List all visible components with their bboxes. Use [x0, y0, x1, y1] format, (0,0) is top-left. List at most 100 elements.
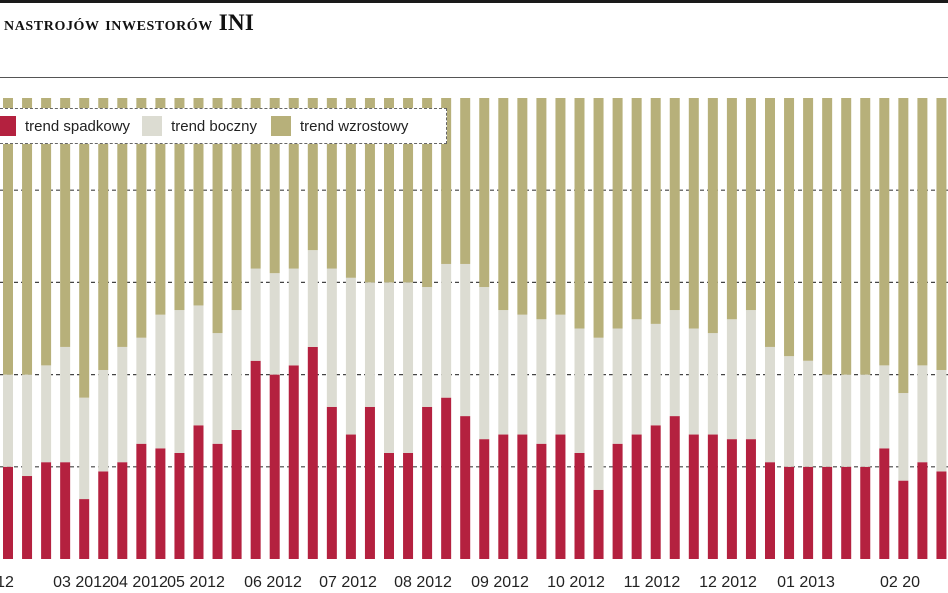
bar-segment-spadkowy	[231, 429, 242, 559]
bar-segment-wzrostowy	[22, 98, 33, 375]
bar-segment-wzrostowy	[879, 98, 890, 366]
bar-segment-spadkowy	[917, 462, 928, 559]
bar-segment-spadkowy	[479, 439, 490, 559]
title-rule	[0, 77, 948, 78]
bar-segment-wzrostowy	[3, 98, 13, 375]
bar-segment-spadkowy	[803, 466, 814, 559]
bar-segment-boczny	[174, 310, 185, 453]
bar-segment-wzrostowy	[422, 98, 433, 288]
bar-segment-wzrostowy	[98, 98, 109, 370]
bar-segment-spadkowy	[41, 462, 52, 559]
legend-label-wzrostowy: trend wzrostowy	[299, 117, 409, 135]
bar-segment-spadkowy	[745, 439, 756, 559]
legend: trend spadkowy trend boczny trend wzrost…	[0, 108, 447, 144]
bar-segment-wzrostowy	[288, 98, 299, 269]
bar-segment-boczny	[250, 268, 261, 361]
bar-segment-spadkowy	[441, 397, 452, 559]
bar-segment-spadkowy	[593, 489, 604, 559]
bar-segment-wzrostowy	[384, 98, 394, 283]
bar-segment-boczny	[612, 328, 623, 444]
bar-segment-spadkowy	[250, 360, 261, 559]
legend-label-boczny: trend boczny	[171, 117, 257, 135]
bar-segment-boczny	[593, 337, 604, 490]
bar-segment-wzrostowy	[41, 98, 52, 366]
x-tick-label: 02 20	[880, 574, 920, 591]
bar-segment-wzrostowy	[479, 98, 490, 288]
bar-segment-boczny	[707, 333, 718, 435]
bar-segment-spadkowy	[555, 434, 566, 559]
chart-title: nastrojów inwestorów INI	[4, 10, 254, 36]
bar-segment-wzrostowy	[784, 98, 795, 357]
bar-segment-spadkowy	[60, 462, 71, 559]
bar-segment-spadkowy	[307, 346, 318, 559]
bar-segment-spadkowy	[212, 443, 223, 559]
bar-segment-boczny	[650, 323, 661, 426]
bar-segment-boczny	[460, 263, 471, 417]
bar-segment-wzrostowy	[231, 98, 242, 311]
bar-segment-wzrostowy	[555, 98, 566, 315]
bar-segment-spadkowy	[765, 462, 775, 559]
chart-title-suffix: INI	[218, 10, 255, 35]
x-tick-label: 03 2012	[53, 574, 111, 591]
bar-segment-spadkowy	[22, 476, 33, 559]
bar-segment-spadkowy	[269, 374, 280, 559]
bar-segment-wzrostowy	[574, 98, 585, 329]
x-tick-label: 04 2012	[110, 574, 168, 591]
bar-segment-boczny	[860, 374, 871, 467]
bar-segment-spadkowy	[822, 466, 833, 559]
legend-item-boczny: trend boczny	[142, 116, 257, 136]
bar-segment-spadkowy	[79, 499, 90, 559]
bar-segment-wzrostowy	[669, 98, 680, 311]
x-tick-label: 06 2012	[244, 574, 302, 591]
bar-segment-wzrostowy	[841, 98, 852, 375]
bar-segment-boczny	[212, 333, 223, 444]
bar-segment-wzrostowy	[269, 98, 280, 274]
bar-segment-boczny	[98, 369, 109, 472]
bar-segment-wzrostowy	[193, 98, 204, 306]
bar-segment-boczny	[193, 305, 204, 426]
bar-segment-boczny	[422, 287, 433, 407]
legend-label-spadkowy: trend spadkowy	[25, 117, 131, 135]
legend-swatch-spadkowy	[0, 116, 16, 136]
bar-segment-wzrostowy	[822, 98, 833, 375]
bar-segment-spadkowy	[345, 434, 356, 559]
bar-segment-wzrostowy	[60, 98, 71, 347]
x-tick-label: 08 2012	[394, 574, 452, 591]
bar-segment-spadkowy	[936, 471, 947, 559]
bar-segment-wzrostowy	[517, 98, 528, 315]
x-tick-label: 05 2012	[167, 574, 225, 591]
bar-segment-boczny	[841, 374, 852, 467]
stacked-bar-chart: 12 03 2012 04 2012 05 2012 06 2012 07 2012 08 …	[0, 98, 948, 591]
bar-segment-boczny	[669, 310, 680, 417]
bar-segment-boczny	[879, 365, 890, 449]
bar-segment-boczny	[60, 346, 71, 463]
bar-segment-spadkowy	[612, 443, 623, 559]
bar-segment-wzrostowy	[803, 98, 814, 361]
bar-segment-spadkowy	[631, 434, 642, 559]
bar-segment-wzrostowy	[612, 98, 623, 329]
bar-segment-spadkowy	[669, 416, 680, 559]
bar-segment-boczny	[3, 374, 13, 467]
bar-segment-boczny	[803, 360, 814, 467]
bar-segment-spadkowy	[688, 434, 699, 559]
bar-segment-spadkowy	[155, 448, 166, 559]
bar-segment-wzrostowy	[79, 98, 90, 398]
bar-segment-spadkowy	[98, 471, 109, 559]
bar-segment-boczny	[822, 374, 833, 467]
bar-segment-wzrostowy	[117, 98, 128, 347]
bar-segment-boczny	[784, 356, 795, 467]
bar-segment-boczny	[517, 314, 528, 435]
bar-segment-spadkowy	[536, 443, 547, 559]
bar-segment-wzrostowy	[765, 98, 775, 347]
bar-segment-spadkowy	[364, 406, 375, 559]
bar-segment-boczny	[41, 365, 52, 463]
bar-segment-boczny	[22, 374, 33, 477]
bar-segment-spadkowy	[574, 452, 585, 559]
legend-swatch-boczny	[142, 116, 163, 136]
bar-segment-wzrostowy	[212, 98, 223, 334]
legend-item-wzrostowy: trend wzrostowy	[270, 116, 409, 136]
bar-segment-wzrostowy	[917, 98, 928, 366]
bar-segment-wzrostowy	[345, 98, 356, 278]
bar-segment-spadkowy	[174, 452, 185, 559]
bar-segment-spadkowy	[650, 425, 661, 559]
